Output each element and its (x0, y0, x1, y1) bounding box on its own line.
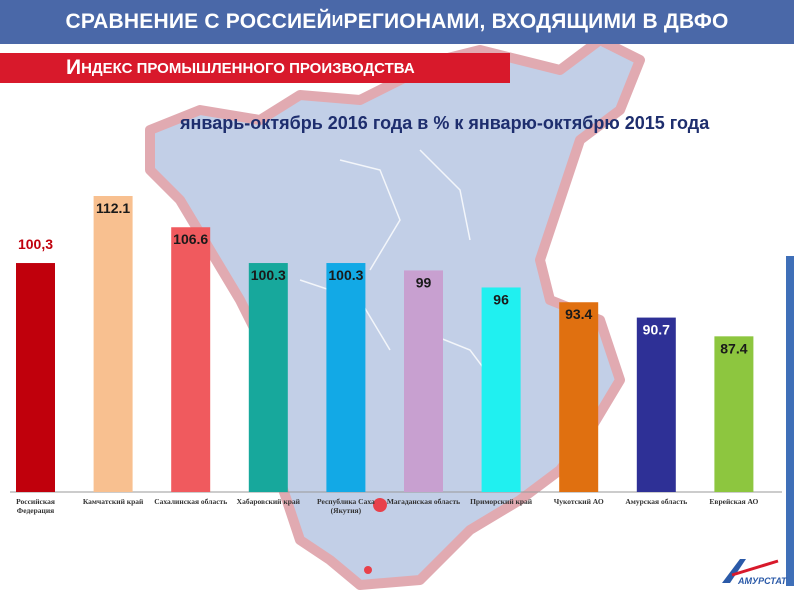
bar-value-label-9: 90.7 (643, 322, 670, 338)
bar-value-label-2: 112.1 (96, 200, 130, 216)
bar-9 (636, 317, 676, 492)
bar-value-label-5: 100.3 (328, 267, 363, 283)
category-label-10: Еврейская АО (709, 497, 758, 506)
section-banner-initial: И (66, 56, 82, 79)
chart-title: январь-октябрь 2016 года в % к январю-ок… (180, 113, 710, 133)
bar-1 (16, 263, 55, 492)
amurstat-logo: АМУРСТАТ (722, 559, 788, 586)
bar-value-label-6: 99 (416, 274, 432, 290)
category-label-7: Приморский край (470, 497, 533, 506)
header-title-part2: РЕГИОНАМИ, ВХОДЯЩИМИ В ДВФО (343, 10, 729, 33)
header-title-part1: СРАВНЕНИЕ С РОССИЕЙ (65, 10, 332, 33)
category-label-3: Сахалинская область (154, 497, 227, 506)
category-label-1: Российская Федерация (16, 497, 55, 515)
bar-value-label-10: 87.4 (720, 340, 747, 356)
bar-3 (171, 227, 211, 492)
logo-text: АМУРСТАТ (737, 576, 788, 586)
bar-value-label-3: 106.6 (173, 231, 208, 247)
section-banner: И НДЕКС ПРОМЫШЛЕННОГО ПРОИЗВОДСТВА (0, 53, 510, 83)
bar-6 (404, 270, 443, 492)
category-label-9: Амурская область (625, 497, 687, 506)
bar-8 (559, 302, 599, 492)
bar-value-label-4: 100.3 (251, 267, 286, 283)
page-header: СРАВНЕНИЕ С РОССИЕЙ И РЕГИОНАМИ, ВХОДЯЩИ… (0, 0, 794, 44)
header-title-conjunction: И (331, 13, 344, 30)
bar-10 (714, 336, 754, 492)
bar-value-label-8: 93.4 (565, 306, 592, 322)
category-label-6: Магаданская область (387, 497, 460, 506)
category-label-2: Камчатский край (83, 497, 144, 506)
bar-value-label-7: 96 (493, 291, 509, 307)
bar-5 (326, 263, 366, 492)
category-label-8: Чукотский АО (554, 497, 604, 506)
section-banner-text: НДЕКС ПРОМЫШЛЕННОГО ПРОИЗВОДСТВА (81, 59, 415, 77)
bar-value-label-1: 100,3 (18, 236, 53, 252)
decorative-stripe (786, 256, 794, 586)
category-label-4: Хабаровский край (237, 497, 301, 506)
category-label-5: Республика Саха (Якутия) (317, 497, 375, 515)
bar-4 (248, 263, 288, 492)
bar-2 (93, 196, 133, 492)
bar-7 (481, 287, 521, 492)
